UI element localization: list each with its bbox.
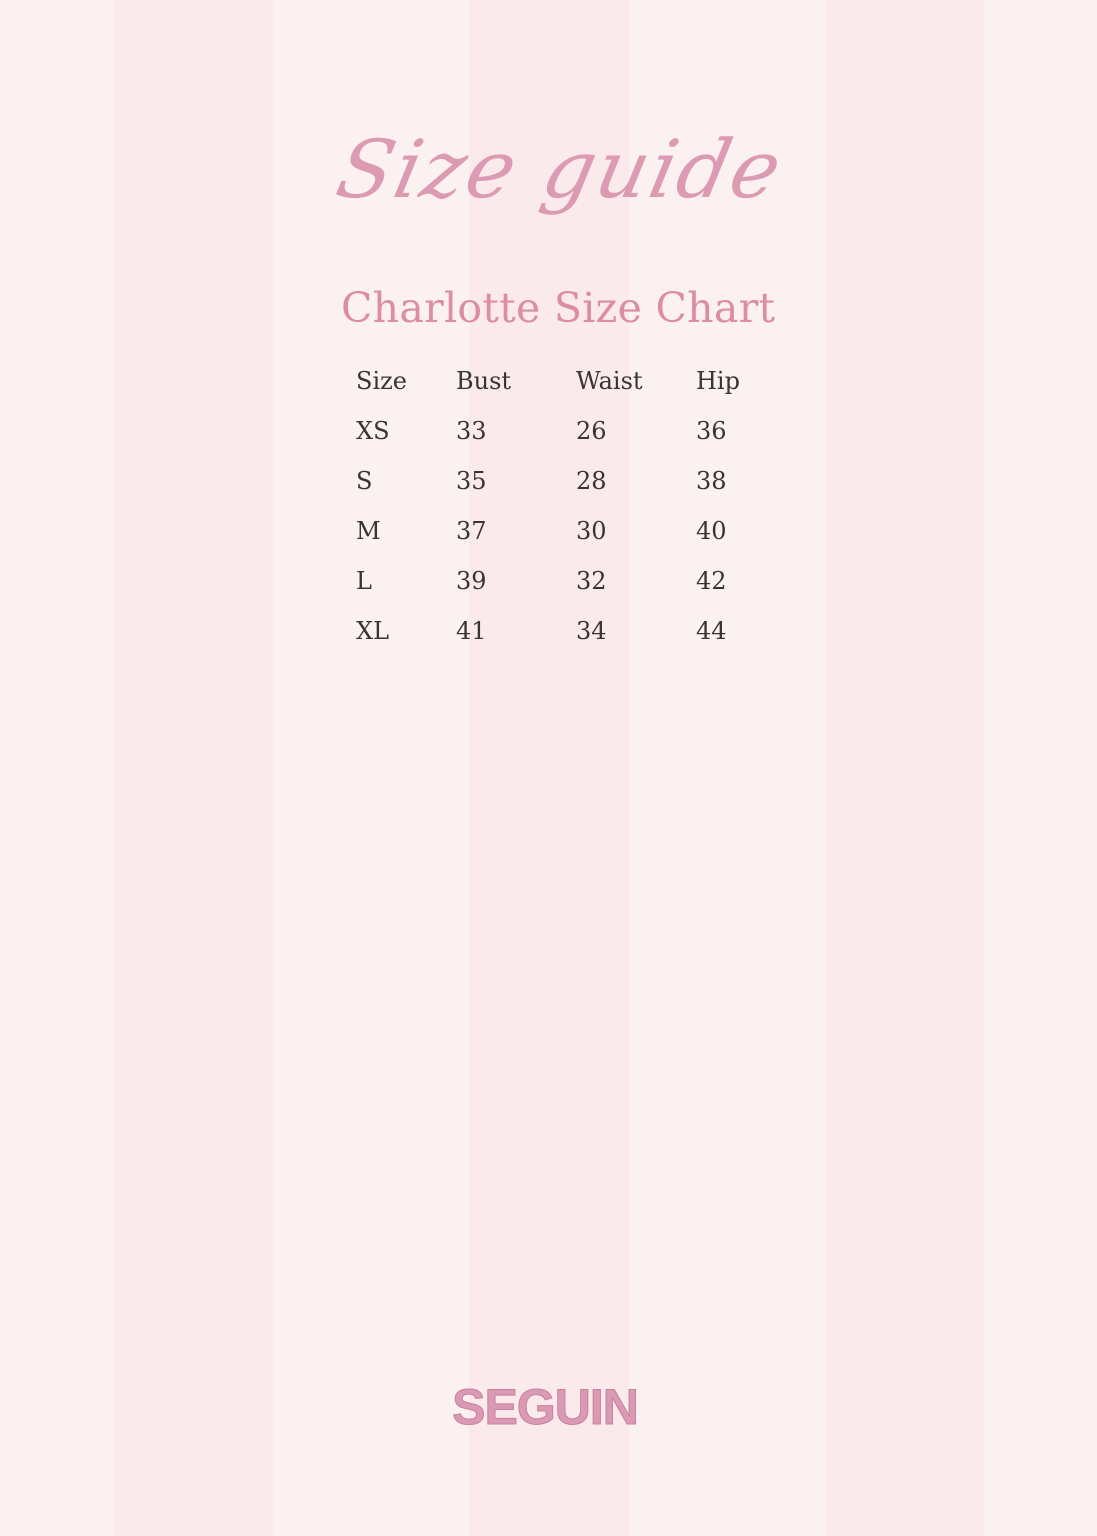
- cell-waist: 26: [576, 417, 607, 445]
- table-row: S 35 28 38: [356, 456, 776, 506]
- background-stripe: [825, 0, 984, 1536]
- cell-bust: 33: [456, 417, 487, 445]
- cell-size: XL: [356, 617, 390, 645]
- cell-hip: 38: [696, 467, 727, 495]
- size-guide-heading-text: Size guide: [329, 123, 792, 216]
- cell-bust: 39: [456, 567, 487, 595]
- cell-hip: 42: [696, 567, 727, 595]
- page-title: Charlotte Size Chart: [341, 284, 776, 332]
- cell-hip: 36: [696, 417, 727, 445]
- size-chart-table: Size Bust Waist Hip XS 33 26 36 S 35 28 38 M 37 30…: [356, 356, 776, 656]
- cell-size: M: [356, 517, 381, 545]
- cell-waist: 28: [576, 467, 607, 495]
- cell-waist: 34: [576, 617, 607, 645]
- cell-hip: 40: [696, 517, 727, 545]
- cell-waist: 32: [576, 567, 607, 595]
- cell-hip: 44: [696, 617, 727, 645]
- cell-bust: 35: [456, 467, 487, 495]
- header-waist: Waist: [576, 367, 643, 395]
- header-size: Size: [356, 367, 407, 395]
- size-guide-script-heading: Size guide: [300, 90, 820, 260]
- cell-size: S: [356, 467, 373, 495]
- brand-logo: SEGUIN: [452, 1379, 640, 1436]
- cell-waist: 30: [576, 517, 607, 545]
- cell-size: XS: [356, 417, 390, 445]
- cell-bust: 41: [456, 617, 487, 645]
- cell-size: L: [356, 567, 372, 595]
- table-row: L 39 32 42: [356, 556, 776, 606]
- table-row: XL 41 34 44: [356, 606, 776, 656]
- cell-bust: 37: [456, 517, 487, 545]
- table-header-row: Size Bust Waist Hip: [356, 356, 776, 406]
- background-stripe: [113, 0, 273, 1536]
- background-stripe: [469, 0, 629, 1536]
- table-row: XS 33 26 36: [356, 406, 776, 456]
- header-bust: Bust: [456, 367, 512, 395]
- table-row: M 37 30 40: [356, 506, 776, 556]
- header-hip: Hip: [696, 367, 740, 395]
